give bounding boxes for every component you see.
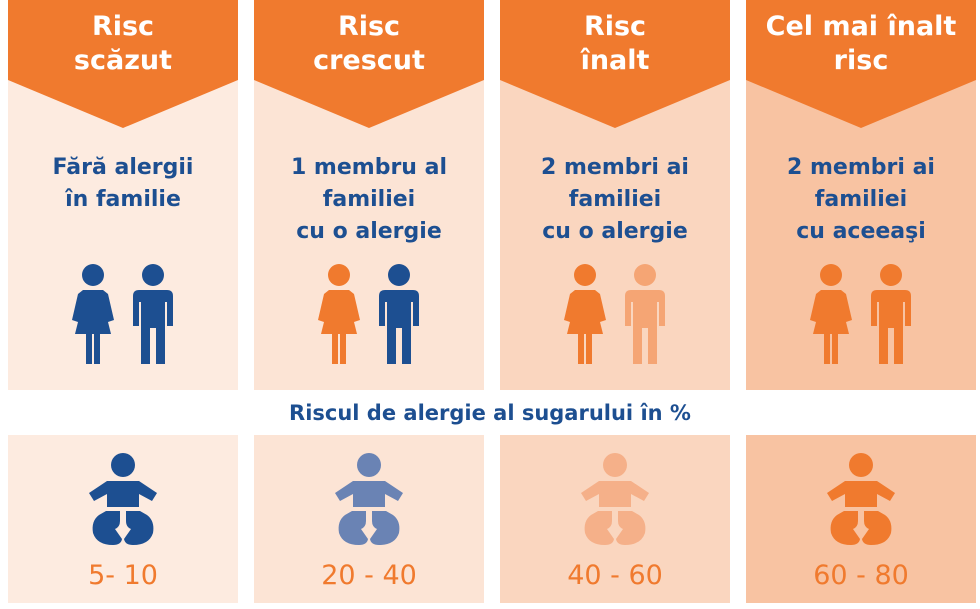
- parents-figure-group: [810, 264, 911, 364]
- infant-risk-cell-increased: 20 - 40: [254, 435, 484, 603]
- family-allergy-description: 1 membru al familiei cu o alergie: [290, 155, 448, 244]
- risk-level-title: Risc crescut: [313, 11, 425, 76]
- baby-icon: [335, 453, 403, 545]
- family-allergy-description: 2 membri ai familiei cu o alergie: [541, 155, 689, 244]
- parents-figure-group: [564, 264, 665, 364]
- column-background: [8, 80, 238, 390]
- risk-level-title: Risc înalt: [580, 11, 650, 76]
- column-background: [746, 80, 976, 390]
- baby-icon: [581, 453, 649, 545]
- family-allergy-description: 2 membri ai familiei cu aceeaşi: [787, 155, 935, 244]
- infant-risk-range: 5- 10: [88, 560, 158, 591]
- infant-risk-cell-low: 5- 10: [8, 435, 238, 603]
- risk-column-increased: Risc crescut 1 membru al familiei cu o a…: [254, 0, 484, 390]
- risk-level-title: Risc scăzut: [73, 11, 173, 76]
- infant-risk-range: 60 - 80: [813, 560, 909, 591]
- parents-figure-group: [72, 264, 173, 364]
- infant-risk-cell-highest: 60 - 80: [746, 435, 976, 603]
- woman-icon: [564, 264, 606, 364]
- infant-risk-label: Riscul de alergie al sugarului în %: [289, 401, 691, 425]
- man-icon: [133, 264, 173, 364]
- infant-risk-range: 40 - 60: [567, 560, 663, 591]
- risk-column-highest: Cel mai înalt risc 2 membri ai familiei …: [746, 0, 976, 390]
- column-background: [254, 80, 484, 390]
- woman-icon: [318, 264, 360, 364]
- woman-icon: [810, 264, 852, 364]
- parents-figure-group: [318, 264, 419, 364]
- baby-icon: [89, 453, 157, 545]
- infant-risk-cell-high: 40 - 60: [500, 435, 730, 603]
- man-icon: [379, 264, 419, 364]
- man-icon: [625, 264, 665, 364]
- column-background: [500, 80, 730, 390]
- woman-icon: [72, 264, 114, 364]
- man-icon: [871, 264, 911, 364]
- risk-column-high: Risc înalt 2 membri ai familiei cu o ale…: [500, 0, 730, 390]
- risk-column-low: Risc scăzut Fără alergii în familie: [8, 0, 238, 390]
- family-allergy-description: Fără alergii în familie: [52, 155, 194, 212]
- risk-level-title: Cel mai înalt risc: [765, 11, 957, 76]
- baby-icon: [827, 453, 895, 545]
- infant-risk-range: 20 - 40: [321, 560, 417, 591]
